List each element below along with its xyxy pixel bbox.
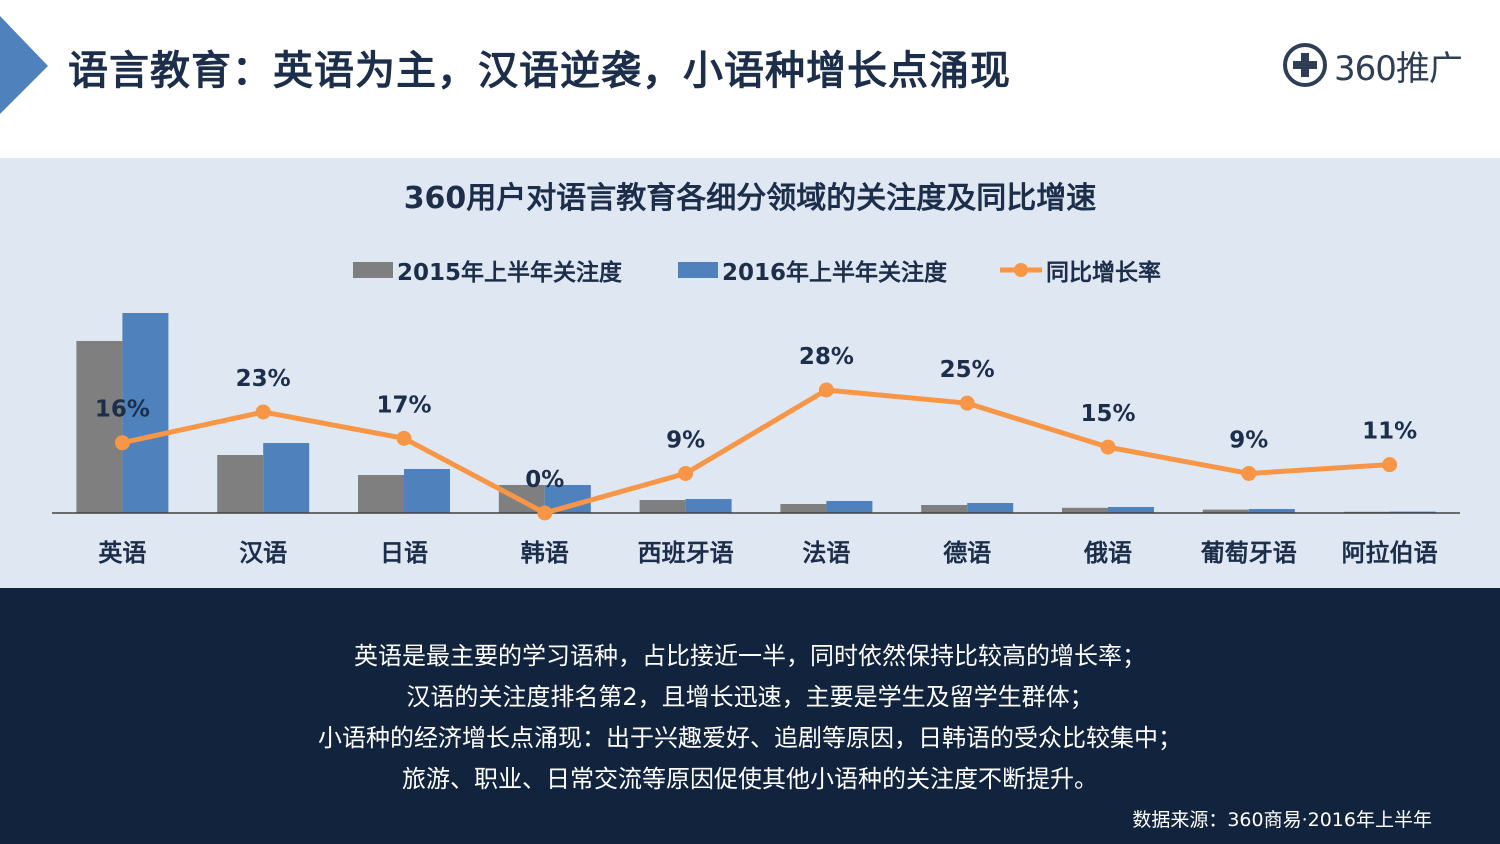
growth-point <box>1100 439 1116 455</box>
summary-line: 小语种的经济增长点涌现：出于兴趣爱好、追剧等原因，日韩语的受众比较集中； <box>318 724 1182 752</box>
legend-label-2015: 2015年上半年关注度 <box>397 260 623 286</box>
summary-line: 旅游、职业、日常交流等原因促使其他小语种的关注度不断提升。 <box>402 765 1098 793</box>
bar-2015 <box>217 455 264 513</box>
growth-point <box>818 382 834 398</box>
growth-data-label: 9% <box>666 427 705 453</box>
legend-swatch-growth <box>1000 263 1042 277</box>
growth-data-label: 0% <box>525 467 564 493</box>
bar-2016 <box>263 443 310 513</box>
header-arrow-decoration <box>0 16 48 114</box>
growth-point <box>114 435 130 451</box>
growth-data-label: 25% <box>940 357 995 383</box>
x-axis-label: 西班牙语 <box>638 539 734 567</box>
growth-data-label: 9% <box>1229 427 1268 453</box>
growth-data-label: 17% <box>376 392 431 418</box>
growth-data-label: 23% <box>236 366 291 392</box>
page-title: 语言教育：英语为主，汉语逆袭，小语种增长点涌现 <box>68 48 1011 94</box>
bar-2015 <box>76 341 123 513</box>
summary-line: 英语是最主要的学习语种，占比接近一半，同时依然保持比较高的增长率； <box>354 642 1146 670</box>
growth-point <box>678 465 694 481</box>
data-source: 数据来源：360商易·2016年上半年 <box>1132 809 1432 831</box>
legend-label-2016: 2016年上半年关注度 <box>722 260 948 286</box>
bar-2016 <box>122 313 169 513</box>
growth-data-label: 15% <box>1080 401 1135 427</box>
x-axis-label: 阿拉伯语 <box>1342 539 1438 567</box>
bar-2016 <box>967 503 1014 513</box>
logo-plus-icon <box>1283 43 1327 87</box>
legend-swatch-2016 <box>678 262 718 278</box>
x-axis-label: 汉语 <box>239 539 287 567</box>
bar-2015 <box>1062 507 1108 513</box>
logo: 360推广 <box>1282 40 1463 90</box>
footer: 英语是最主要的学习语种，占比接近一半，同时依然保持比较高的增长率； 汉语的关注度… <box>0 588 1500 844</box>
summary-line: 汉语的关注度排名第2，且增长迅速，主要是学生及留学生群体； <box>406 683 1094 711</box>
growth-point <box>537 505 553 521</box>
growth-point <box>1241 465 1257 481</box>
chart-legend: 2015年上半年关注度 2016年上半年关注度 同比增长率 <box>0 253 1500 289</box>
chart-title: 360用户对语言教育各细分领域的关注度及同比增速 <box>403 181 1097 216</box>
bar-2016 <box>1248 509 1295 513</box>
growth-point <box>1382 457 1398 473</box>
legend-item-2015: 2015年上半年关注度 <box>353 253 622 287</box>
x-axis-label: 俄语 <box>1083 539 1132 567</box>
bar-2015 <box>1202 509 1249 513</box>
x-axis-label: 韩语 <box>521 539 569 567</box>
bar-2015 <box>921 505 968 513</box>
x-axis-label: 葡萄牙语 <box>1200 539 1297 567</box>
x-axis-label: 法语 <box>802 539 850 567</box>
legend-item-2016: 2016年上半年关注度 <box>678 253 947 287</box>
logo-text: 360推广 <box>1334 48 1463 89</box>
x-axis-label: 日语 <box>380 539 428 567</box>
legend-swatch-2015 <box>353 262 393 278</box>
chart-panel: 360用户对语言教育各细分领域的关注度及同比增速 2015年上半年关注度 201… <box>0 158 1500 588</box>
bar-2015 <box>358 475 404 513</box>
growth-data-label: 16% <box>95 397 150 423</box>
growth-point <box>255 404 271 420</box>
x-axis-label: 德语 <box>943 539 991 567</box>
x-axis-label: 英语 <box>98 539 146 567</box>
summary: 英语是最主要的学习语种，占比接近一半，同时依然保持比较高的增长率； 汉语的关注度… <box>0 636 1500 800</box>
growth-data-label: 28% <box>799 344 854 370</box>
bar-2015 <box>780 504 827 513</box>
bar-2016 <box>685 499 732 513</box>
header: 语言教育：英语为主，汉语逆袭，小语种增长点涌现 360推广 <box>0 0 1500 158</box>
legend-item-growth: 同比增长率 <box>998 253 1161 287</box>
bar-2015 <box>639 500 686 513</box>
bar-2016 <box>826 501 873 513</box>
chart-plot: 英语 汉语 日语 韩语 西班牙语 法语 德语 俄语 葡萄牙语 阿拉伯语 16% 23% 17% 0% 9% 2… <box>52 313 1460 567</box>
bar-2016 <box>404 469 450 513</box>
growth-point <box>959 395 975 411</box>
bar-2016 <box>1108 507 1154 513</box>
growth-data-label: 11% <box>1362 419 1417 445</box>
growth-line <box>121 387 1390 516</box>
growth-point <box>396 430 412 446</box>
legend-label-growth: 同比增长率 <box>1046 260 1161 286</box>
